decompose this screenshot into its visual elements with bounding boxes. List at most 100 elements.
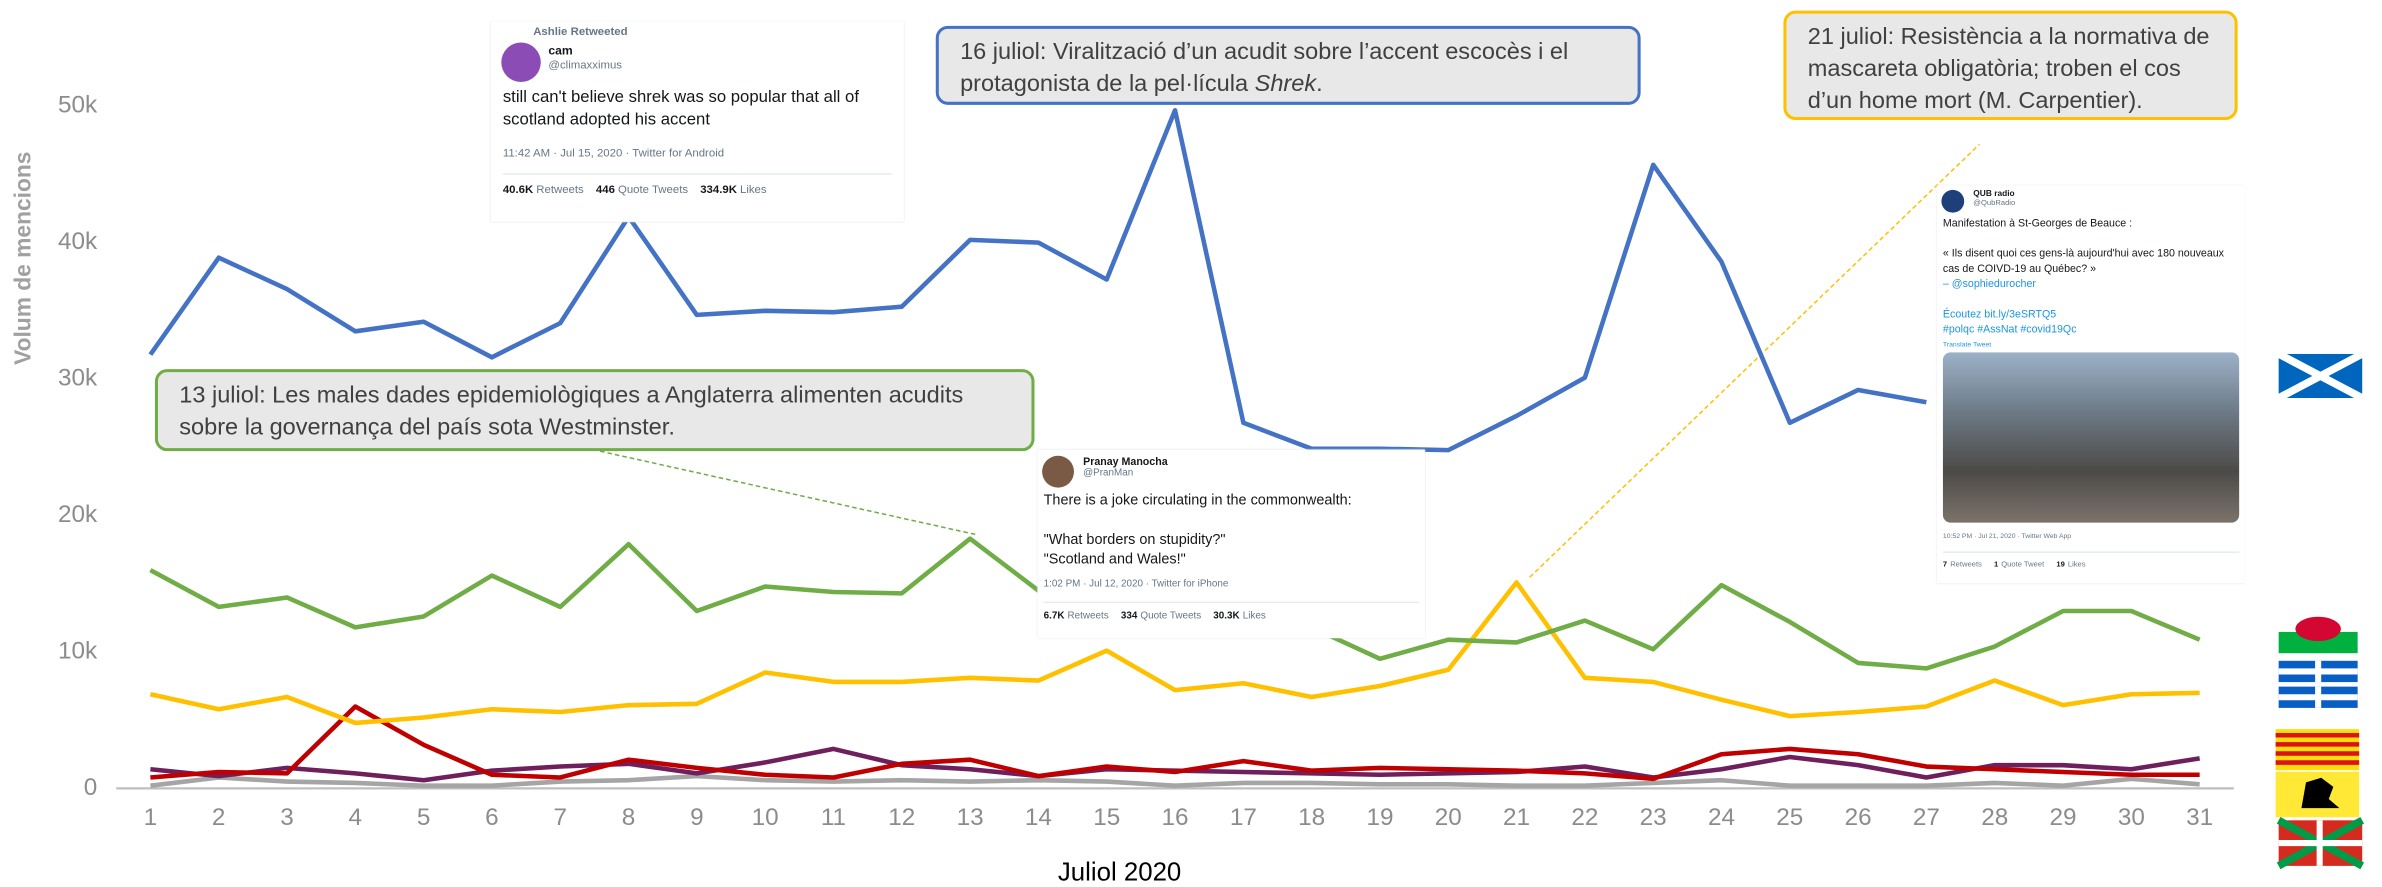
avatar — [501, 43, 540, 82]
stat-count: 19 — [2056, 561, 2064, 570]
x-tick-label: 29 — [2050, 804, 2077, 831]
stat-count: 446 — [596, 182, 615, 196]
retweet-label: Retweeted — [571, 24, 628, 38]
annotation: 16 juliol: Viralització d’un acudit sobr… — [936, 26, 1641, 105]
stat-label: Quote Tweets — [618, 182, 688, 196]
y-tick-label: 10k — [58, 637, 98, 664]
x-tick-label: 31 — [2186, 804, 2213, 831]
tweet-meta: 10:52 PM · Jul 21, 2020 · Twitter Web Ap… — [1943, 532, 2239, 552]
author-name: Pranay Manocha — [1083, 457, 1419, 468]
tweet-text: Manifestation à St-Georges de Beauce : «… — [1943, 217, 2239, 349]
annotation-text: 13 juliol: Les males dades epidemiològiq… — [179, 383, 963, 441]
y-tick-label: 20k — [58, 501, 98, 528]
x-tick-label: 23 — [1640, 804, 1667, 831]
stat-count: 30.3K — [1213, 611, 1239, 622]
avatar — [1042, 456, 1074, 488]
y-tick-label: 50k — [58, 92, 98, 119]
x-tick-label: 28 — [1981, 804, 2008, 831]
y-axis-title: Volum de mencions — [9, 152, 35, 365]
x-tick-label: 11 — [821, 804, 846, 831]
tweet: Ashlie Retweeted cam@climaxximus still c… — [491, 21, 904, 222]
stat-count: 334 — [1121, 611, 1137, 622]
stat-count: 6.7K — [1044, 611, 1065, 622]
stat: 30.3K Likes — [1213, 611, 1265, 622]
annotation-text: 21 juliol: Resistència a la normativa de… — [1808, 24, 2210, 114]
text-line: Manifestation à St-Georges de Beauce : — [1943, 217, 2239, 232]
stat-count: 334.9K — [700, 182, 737, 196]
author: Pranay Manocha@PranMan — [1083, 450, 1419, 479]
stat: 446Quote Tweets — [596, 182, 688, 196]
series-line — [150, 749, 2199, 780]
x-tick-label: 30 — [2118, 804, 2145, 831]
text-line: – @sophiedurocher — [1943, 278, 2239, 293]
author-name: QUB radio — [1973, 190, 2239, 199]
x-tick-label: 5 — [417, 804, 431, 831]
series-line — [150, 707, 2199, 779]
x-tick-label: 19 — [1366, 804, 1393, 831]
stat-count: 7 — [1943, 561, 1947, 570]
stat-label: Likes — [740, 182, 767, 196]
retweet-header: Ashlie Retweeted — [533, 24, 892, 38]
x-tick-label: 22 — [1571, 804, 1598, 831]
annotation: 13 juliol: Les males dades epidemiològiq… — [155, 369, 1035, 451]
x-tick-label: 21 — [1503, 804, 1530, 831]
tweet: Pranay Manocha@PranMan There is a joke c… — [1038, 450, 1425, 638]
stat-label: Quote Tweets — [1140, 611, 1201, 622]
stat-count: 40.6K — [503, 182, 533, 196]
x-tick-label: 13 — [957, 804, 984, 831]
stat-label: Likes — [2068, 561, 2086, 570]
tweet-text: There is a joke circulating in the commo… — [1044, 491, 1419, 570]
tweet-photo — [1943, 352, 2239, 522]
x-tick-label: 12 — [888, 804, 915, 831]
stat-label: Retweets — [1068, 611, 1109, 622]
stat-label: Quote Tweet — [2001, 561, 2044, 570]
x-tick-label: 26 — [1845, 804, 1872, 831]
tweet-text: still can't believe shrek was so popular… — [503, 87, 892, 133]
flag-wales — [2295, 617, 2341, 641]
x-tick-label: 17 — [1230, 804, 1257, 831]
tweet: QUB radio@QubRadio Manifestation à St-Ge… — [1937, 185, 2245, 583]
x-tick-label: 25 — [1776, 804, 1803, 831]
x-tick-label: 16 — [1162, 804, 1189, 831]
annotation-emphasis: Shrek — [1255, 71, 1317, 97]
x-tick-label: 14 — [1025, 804, 1052, 831]
x-tick-label: 7 — [553, 804, 567, 831]
author: QUB radio@QubRadio — [1973, 185, 2239, 208]
stat: 334.9KLikes — [700, 182, 766, 196]
connector — [600, 451, 977, 535]
annotation: 21 juliol: Resistència a la normativa de… — [1783, 11, 2237, 120]
text-line: "What borders on stupidity?" — [1044, 530, 1419, 550]
flags — [2276, 354, 2363, 866]
x-tick-label: 3 — [280, 804, 294, 831]
author: cam@climaxximus — [548, 44, 891, 71]
x-tick-label: 20 — [1435, 804, 1462, 831]
x-tick-label: 4 — [349, 804, 363, 831]
text-line: Écoutez bit.ly/3eSRTQ5 — [1943, 308, 2239, 323]
x-axis-title: Juliol 2020 — [1058, 858, 1181, 886]
author-name: cam — [548, 44, 891, 58]
x-tick-label: 9 — [690, 804, 704, 831]
x-tick-label: 1 — [144, 804, 158, 831]
x-tick-label: 6 — [485, 804, 499, 831]
stage: Volum de mencions Juliol 2020 010k20k30k… — [0, 0, 2382, 887]
stat-label: Likes — [1243, 611, 1266, 622]
y-tick-label: 40k — [58, 228, 98, 255]
connector — [1530, 144, 1980, 577]
tweet-meta: 1:02 PM · Jul 12, 2020 · Twitter for iPh… — [1044, 579, 1419, 602]
page: Volum de mencions Juliol 2020 010k20k30k… — [0, 0, 2382, 887]
x-tick-label: 18 — [1298, 804, 1325, 831]
stat-count: 1 — [1994, 561, 1998, 570]
author-handle: @QubRadio — [1973, 199, 2239, 208]
y-tick-label: 0 — [84, 774, 98, 801]
stat: 1Quote Tweet — [1994, 561, 2044, 570]
stat: 19 Likes — [2056, 561, 2085, 570]
annotation-text: . — [1316, 71, 1323, 97]
x-tick-label: 10 — [752, 804, 779, 831]
